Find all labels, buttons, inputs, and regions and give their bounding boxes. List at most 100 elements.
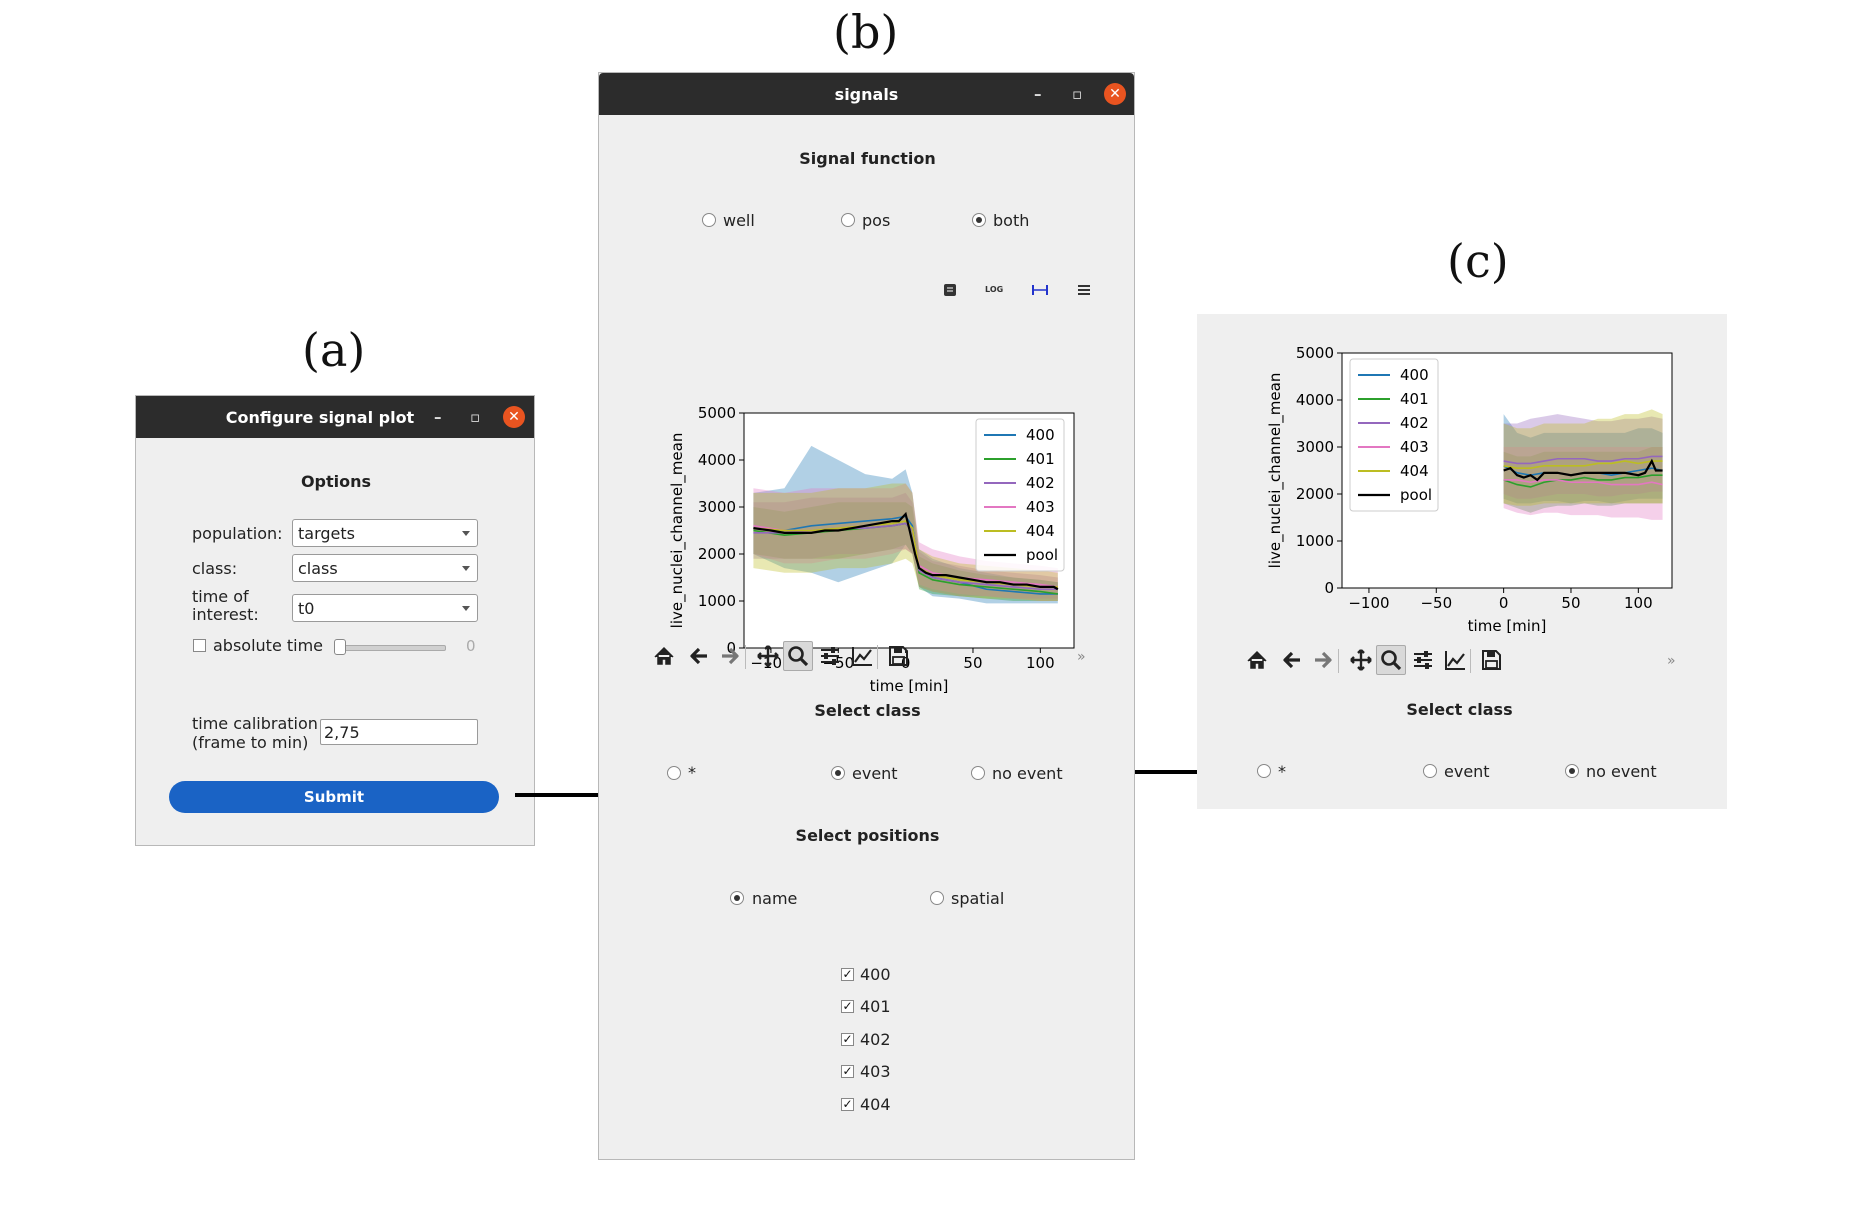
absolute-time-slider[interactable] — [334, 645, 446, 651]
position-checkbox-400[interactable]: ✓ — [841, 967, 854, 981]
position-checkbox-404[interactable]: ✓ — [841, 1097, 854, 1111]
minimize-button[interactable]: – — [1034, 85, 1042, 103]
position-checkbox-401[interactable]: ✓ — [841, 999, 854, 1013]
legend-label-401: 401 — [1026, 450, 1055, 468]
radio-class-event[interactable] — [1423, 764, 1437, 778]
class-dropdown[interactable]: class — [292, 554, 478, 582]
radio-class-all[interactable] — [1257, 764, 1271, 778]
legend-label-401: 401 — [1400, 390, 1429, 408]
configure-signal-plot-window: Configure signal plot – ▫ ✕ Options popu… — [135, 395, 535, 846]
save-icon[interactable] — [883, 641, 913, 671]
interval-icon[interactable] — [1031, 283, 1049, 297]
y-tick-label: 4000 — [1296, 391, 1334, 409]
signal-function-title: Signal function — [799, 149, 936, 168]
position-checkbox-402[interactable]: ✓ — [841, 1032, 854, 1046]
pan-icon[interactable] — [1346, 645, 1376, 675]
chevron-down-icon — [462, 606, 470, 611]
back-icon[interactable] — [1277, 645, 1307, 675]
close-button[interactable]: ✕ — [1104, 83, 1126, 105]
radio-position-spatial-label: spatial — [951, 889, 1005, 908]
band-400 — [753, 445, 1058, 604]
y-axis-label: live_nuclei_channel_mean — [668, 433, 687, 629]
y-axis-label: live_nuclei_channel_mean — [1266, 373, 1285, 569]
legend-label-402: 402 — [1400, 414, 1429, 432]
population-dropdown[interactable]: targets — [292, 519, 478, 547]
position-label-401: 401 — [860, 997, 891, 1016]
x-tick-label: 50 — [963, 654, 982, 672]
radio-position-spatial[interactable] — [930, 891, 944, 905]
forward-icon[interactable] — [715, 641, 745, 671]
submit-button[interactable]: Submit — [169, 781, 499, 813]
radio-class-all[interactable] — [667, 766, 681, 780]
panel-c: −100 −50 0 50 100 0 1000 2000 3000 4000 5000 time [… — [1197, 314, 1727, 809]
radio-well[interactable] — [702, 213, 716, 227]
maximize-button[interactable]: ▫ — [470, 408, 481, 426]
chevron-down-icon — [462, 566, 470, 571]
position-checkbox-403[interactable]: ✓ — [841, 1064, 854, 1078]
radio-position-name[interactable] — [730, 891, 744, 905]
x-tick-label: 100 — [1624, 594, 1653, 612]
y-tick-label: 1000 — [1296, 532, 1334, 550]
time-of-interest-dropdown[interactable]: t0 — [292, 594, 478, 622]
edit-axes-icon[interactable] — [847, 641, 877, 671]
toolbar-overflow-button[interactable]: » — [1077, 649, 1086, 665]
legend: 400 401 402 403 404 pool — [975, 418, 1065, 572]
menu-icon[interactable] — [1077, 283, 1091, 297]
population-value: targets — [298, 523, 355, 543]
radio-pos[interactable] — [841, 213, 855, 227]
band-402 — [753, 492, 1058, 599]
series-line-pool — [1503, 458, 1663, 482]
absolute-time-checkbox[interactable] — [193, 639, 206, 652]
close-button[interactable]: ✕ — [503, 406, 525, 428]
position-label-400: 400 — [860, 965, 891, 984]
radio-class-no-event[interactable] — [971, 766, 985, 780]
legend-label-404: 404 — [1400, 462, 1429, 480]
time-of-interest-value: t0 — [298, 598, 315, 618]
radio-class-event-label: event — [852, 764, 898, 783]
back-icon[interactable] — [684, 641, 714, 671]
chevron-down-icon — [462, 531, 470, 536]
y-tick-label: 5000 — [1296, 344, 1334, 362]
signals-window-title: signals — [834, 84, 899, 104]
maximize-button[interactable]: ▫ — [1072, 85, 1083, 103]
pan-icon[interactable] — [753, 641, 783, 671]
configure-subplots-icon[interactable] — [815, 641, 845, 671]
zoom-icon[interactable] — [1376, 645, 1406, 675]
info-icon[interactable] — [943, 283, 957, 297]
radio-class-event[interactable] — [831, 766, 845, 780]
x-axis-label: time [min] — [1468, 617, 1547, 635]
y-tick-label: 2000 — [1296, 485, 1334, 503]
time-calibration-input[interactable]: 2,75 — [320, 719, 478, 745]
minimize-button[interactable]: – — [434, 408, 442, 426]
axes-frame — [743, 412, 1075, 649]
position-label-402: 402 — [860, 1030, 891, 1049]
legend: 400 401 402 403 404 pool — [1349, 358, 1439, 512]
panel-label-b: (b) — [833, 5, 899, 59]
home-icon[interactable] — [1242, 645, 1272, 675]
toolbar-overflow-button[interactable]: » — [1667, 653, 1676, 669]
radio-class-no-event[interactable] — [1565, 764, 1579, 778]
log-scale-icon[interactable]: LOG — [985, 285, 1004, 294]
series-line-404 — [1503, 460, 1663, 469]
config-title-bar: Configure signal plot – ▫ ✕ — [136, 396, 534, 438]
position-label-404: 404 — [860, 1095, 891, 1114]
zoom-icon[interactable] — [783, 641, 813, 671]
forward-icon[interactable] — [1308, 645, 1338, 675]
signals-window: signals – ▫ ✕ Signal function well pos b… — [598, 72, 1135, 1160]
series-line-402 — [1503, 455, 1663, 465]
save-icon[interactable] — [1476, 645, 1506, 675]
plot-toolbar — [649, 641, 1019, 677]
edit-axes-icon[interactable] — [1440, 645, 1470, 675]
x-tick-label: 0 — [901, 654, 911, 672]
home-icon[interactable] — [649, 641, 679, 671]
toolbar-separator — [877, 645, 878, 669]
y-tick-label: 5000 — [698, 404, 736, 422]
y-tick-label: 4000 — [698, 451, 736, 469]
time-of-interest-label-line2: interest: — [192, 605, 259, 624]
radio-both[interactable] — [972, 213, 986, 227]
x-tick-label: 100 — [1026, 654, 1055, 672]
slider-handle[interactable] — [334, 639, 346, 655]
configure-subplots-icon[interactable] — [1408, 645, 1438, 675]
